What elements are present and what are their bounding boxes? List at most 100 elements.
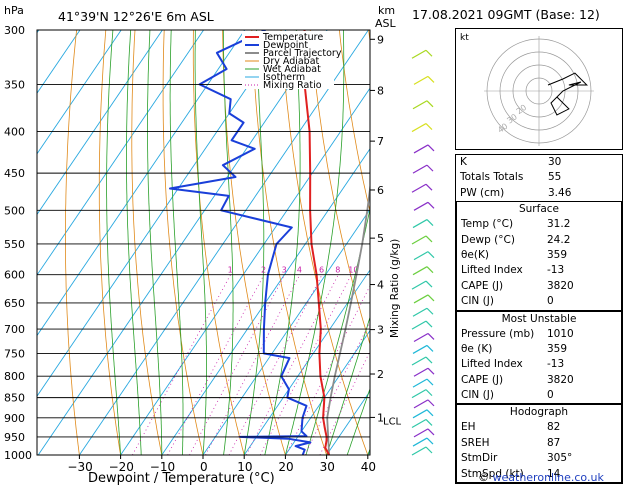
basic-index-row: Totals Totals 55 bbox=[456, 170, 622, 185]
wind-barb bbox=[412, 378, 428, 388]
isotherm-line bbox=[37, 30, 163, 216]
x-tick-label: 20 bbox=[278, 460, 293, 474]
wind-barb bbox=[413, 75, 429, 85]
basic-indices: K 30 Totals Totals 55 PW (cm) 3.46 bbox=[456, 155, 622, 201]
basic-index-value: 3.46 bbox=[548, 186, 572, 199]
x-tick-label: −10 bbox=[150, 460, 175, 474]
basic-index-value: 30 bbox=[548, 156, 562, 168]
surface-index-label: Temp (°C) bbox=[461, 218, 514, 231]
wind-barb-flag bbox=[425, 389, 433, 397]
isotherm-line bbox=[243, 269, 370, 455]
mixing-ratio-label: 3 bbox=[282, 266, 287, 275]
km-tick-label: 1 bbox=[377, 411, 384, 424]
basic-index-label: Totals Totals bbox=[460, 171, 524, 184]
wind-barb-flag bbox=[426, 100, 434, 108]
legend-label: Dry Adiabat bbox=[263, 56, 320, 67]
isotherm-line bbox=[37, 30, 328, 455]
hodograph-indices-section: Hodograph EH 82 SREH 87 StmDir 305° StmSpd (kt… bbox=[456, 404, 622, 484]
hodo-index-row: SREH 87 bbox=[457, 436, 621, 451]
hodo-index-value: 305° bbox=[547, 452, 573, 465]
wind-barb-flag bbox=[425, 320, 433, 328]
wet-adiabat-line bbox=[106, 30, 121, 455]
unstable-index-row: Lifted Index -13 bbox=[457, 357, 621, 372]
legend-label: Isotherm bbox=[263, 72, 305, 83]
basic-index-value: 55 bbox=[548, 171, 562, 184]
unstable-index-label: CAPE (J) bbox=[461, 373, 504, 386]
isotherm-line bbox=[161, 148, 370, 455]
km-unit-label: km bbox=[378, 4, 395, 17]
wind-barb-flag bbox=[425, 123, 433, 130]
x-tick-label: −30 bbox=[67, 460, 92, 474]
pressure-tick-label: 750 bbox=[4, 347, 25, 360]
mixing-ratio-label: 4 bbox=[297, 266, 302, 275]
hodo-index-row: StmSpd (kt) 14 bbox=[457, 467, 621, 482]
km-tick-label: 9 bbox=[377, 33, 384, 46]
wind-barb bbox=[411, 280, 427, 290]
temperature-line bbox=[303, 30, 330, 455]
pressure-tick-label: 950 bbox=[4, 431, 25, 444]
wind-barb-flag bbox=[425, 419, 433, 426]
lcl-label: LCL bbox=[383, 417, 402, 428]
hodo-index-value: 82 bbox=[547, 421, 561, 434]
mixing-ratio-axis-label: Mixing Ratio (g/kg) bbox=[389, 239, 401, 338]
km-tick-label: 7 bbox=[377, 135, 384, 148]
unstable-index-row: CIN (J) 0 bbox=[457, 388, 621, 403]
most-unstable-title: Most Unstable bbox=[501, 312, 577, 325]
hodo-index-row: StmDir 305° bbox=[457, 451, 621, 466]
surface-index-row: CAPE (J) 3820 bbox=[457, 279, 621, 294]
surface-index-value: 24.2 bbox=[547, 233, 571, 246]
basic-index-label: PW (cm) bbox=[460, 186, 505, 199]
wet-adiabat-line bbox=[169, 30, 184, 455]
wind-barb bbox=[412, 344, 428, 354]
mixing-ratio-label: 15 bbox=[373, 266, 383, 275]
surface-section: Surface Temp (°C) 31.2 Dewp (°C) 24.2 θe(K) 3… bbox=[456, 201, 622, 311]
unstable-index-row: θe (K) 359 bbox=[457, 342, 621, 357]
x-tick-label: 10 bbox=[237, 460, 252, 474]
unstable-index-label: CIN (J) bbox=[461, 389, 494, 402]
wind-barb bbox=[413, 144, 429, 154]
unstable-index-label: θe (K) bbox=[461, 342, 493, 355]
hodo-index-label: SREH bbox=[461, 436, 490, 449]
km-tick-label: 5 bbox=[377, 232, 384, 245]
dewpoint-line bbox=[169, 30, 312, 455]
wind-barb bbox=[411, 446, 427, 456]
legend-label: Dewpoint bbox=[263, 40, 308, 51]
mixing-ratio-label: 25 bbox=[404, 266, 414, 275]
basic-index-row: PW (cm) 3.46 bbox=[456, 186, 622, 201]
pressure-tick-label: 800 bbox=[4, 370, 25, 383]
unstable-index-value: 1010 bbox=[547, 327, 574, 340]
surface-title: Surface bbox=[518, 203, 559, 216]
copyright-symbol: © bbox=[478, 471, 493, 484]
mixing-ratio-label: 6 bbox=[319, 266, 324, 275]
surface-index-value: 0 bbox=[547, 295, 554, 308]
legend-label: Temperature bbox=[262, 32, 323, 43]
unstable-index-value: 359 bbox=[547, 342, 568, 355]
wet-adiabat-line bbox=[264, 30, 301, 455]
isotherm-line bbox=[120, 87, 370, 455]
wind-barb-flag bbox=[427, 399, 435, 407]
wind-barb-flag bbox=[425, 49, 433, 57]
wind-barb bbox=[413, 201, 429, 211]
wet-adiabat-line bbox=[346, 387, 370, 455]
wind-barb bbox=[412, 409, 428, 419]
unstable-index-label: Lifted Index bbox=[461, 358, 523, 371]
wind-barb bbox=[411, 320, 427, 330]
wind-barb-flag bbox=[426, 164, 434, 172]
basic-index-row: K 30 bbox=[456, 155, 622, 170]
hodograph-ring-label: 40 bbox=[496, 122, 510, 135]
wind-barb bbox=[412, 100, 428, 110]
surface-index-value: 31.2 bbox=[547, 218, 571, 231]
wind-barb-flag bbox=[427, 367, 435, 375]
legend-label: Mixing Ratio bbox=[263, 80, 322, 91]
mixing-ratio-line bbox=[228, 274, 323, 455]
surface-index-row: Temp (°C) 31.2 bbox=[457, 217, 621, 232]
x-tick-label: 30 bbox=[320, 460, 335, 474]
wind-barb-flag bbox=[426, 378, 434, 386]
wet-adiabat-line bbox=[243, 30, 265, 455]
unstable-index-row: CAPE (J) 3820 bbox=[457, 373, 621, 388]
wind-barb bbox=[412, 437, 428, 447]
parcel-trajectory-line bbox=[326, 181, 370, 455]
wet-adiabat-line bbox=[222, 30, 234, 455]
unstable-index-value: 3820 bbox=[547, 373, 574, 386]
